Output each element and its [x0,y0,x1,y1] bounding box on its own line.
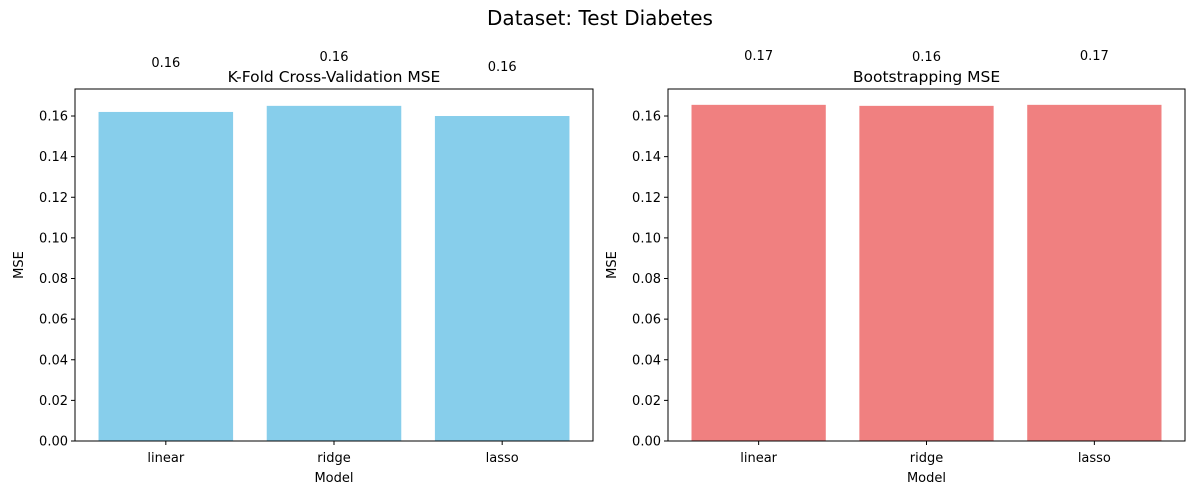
y-tick-label: 0.16 [39,110,68,125]
y-axis-label: MSE [12,251,27,279]
chart-panel-2: 0.17 0.16 0.17 0.00 0.02 0.04 0.06 0.08 0.10 0.12… [605,49,1186,486]
x-tick-label-lasso: lasso [486,451,519,466]
charts-root: 0.16 0.16 0.16 0.00 0.02 0.04 0.06 0.08 0.10 0.12… [12,49,1186,486]
x-tick-label-ridge: ridge [910,451,943,466]
bar-linear [691,104,826,441]
data-label-lasso: 0.16 [488,60,517,75]
x-axis-label: Model [314,471,353,486]
data-label-lasso: 0.17 [1080,49,1109,64]
y-tick-label: 0.04 [632,353,661,368]
y-tick-label: 0.06 [632,313,661,328]
y-tick-label: 0.04 [39,353,68,368]
y-tick-label: 0.00 [39,435,68,450]
data-label-linear: 0.16 [151,56,180,71]
bar-lasso [434,116,570,441]
y-tick-label: 0.02 [632,394,661,409]
data-label-linear: 0.17 [744,49,773,64]
chart-panel-1: 0.16 0.16 0.16 0.00 0.02 0.04 0.06 0.08 0.10 0.12… [12,50,594,486]
bar-linear [98,111,234,442]
y-tick-label: 0.10 [632,231,661,246]
y-tick-label: 0.14 [632,150,661,165]
x-tick-label-lasso: lasso [1078,451,1111,466]
y-tick-label: 0.08 [39,272,68,287]
x-tick-label-linear: linear [740,451,777,466]
chart-title: K-Fold Cross-Validation MSE [228,68,441,86]
x-axis-label: Model [907,471,946,486]
y-tick-label: 0.06 [39,313,68,328]
y-tick-label: 0.12 [39,191,68,206]
x-tick-label-linear: linear [147,451,184,466]
chart-title: Bootstrapping MSE [853,68,1000,86]
bar-ridge [859,105,994,441]
bar-ridge [266,105,402,441]
x-tick-label-ridge: ridge [317,451,350,466]
y-tick-label: 0.00 [632,435,661,450]
y-axis-label: MSE [605,251,620,279]
y-tick-label: 0.12 [632,191,661,206]
figure-title: Dataset: Test Diabetes [487,6,713,30]
y-tick-label: 0.14 [39,150,68,165]
data-label-ridge: 0.16 [320,50,349,65]
y-tick-label: 0.02 [39,394,68,409]
y-tick-label: 0.08 [632,272,661,287]
y-tick-label: 0.10 [39,231,68,246]
bar-lasso [1027,104,1162,441]
data-label-ridge: 0.16 [912,50,941,65]
y-tick-label: 0.16 [632,110,661,125]
